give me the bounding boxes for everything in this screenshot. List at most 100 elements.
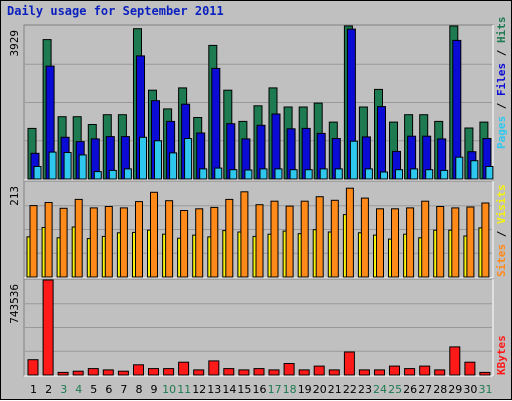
- x-axis-label: 13: [207, 383, 221, 396]
- x-axis-label: 10: [162, 383, 176, 396]
- bar-kbytes: [238, 369, 250, 376]
- x-axis-label: 15: [237, 383, 251, 396]
- panel-visits-sites: 213: [8, 180, 494, 279]
- bar-kbytes: [102, 369, 114, 376]
- bar-pages: [139, 136, 147, 180]
- bar-kbytes: [434, 369, 446, 376]
- bar-kbytes: [253, 368, 265, 376]
- x-axis-label: 18: [283, 383, 297, 396]
- bar-kbytes: [343, 351, 355, 376]
- legend-separator: /: [495, 224, 508, 244]
- bar-pages: [63, 152, 72, 180]
- x-axis-label: 22: [343, 383, 357, 396]
- bar-pages: [440, 169, 449, 180]
- bar-pages: [123, 168, 132, 180]
- x-axis-label: 29: [448, 383, 462, 396]
- bar-pages: [349, 140, 358, 180]
- bar-pages: [455, 156, 464, 180]
- x-axis-label: 27: [418, 383, 432, 396]
- legend-hits: Hits: [495, 17, 508, 44]
- bar-files: [211, 67, 221, 180]
- bar-sites: [391, 208, 399, 278]
- bar-pages: [259, 168, 268, 180]
- panel-kbytes: 743536: [8, 278, 494, 377]
- bar-pages: [199, 168, 208, 180]
- bar-kbytes: [27, 359, 39, 376]
- bar-pages: [108, 169, 117, 180]
- bar-sites: [89, 207, 98, 278]
- legend-kbytes: KBytes: [495, 335, 508, 375]
- x-axis-label: 8: [136, 383, 143, 396]
- bar-kbytes: [57, 371, 69, 376]
- x-axis-label: 31: [479, 383, 493, 396]
- y-max-tick-label: 743536: [8, 284, 21, 324]
- bar-pages: [78, 154, 87, 180]
- bar-kbytes: [328, 369, 340, 376]
- panel-hits-files-pages: 3929: [8, 24, 494, 181]
- x-axis-label: 24: [373, 383, 387, 396]
- bar-sites: [195, 208, 204, 278]
- bar-sites: [225, 198, 234, 278]
- x-axis-label: 19: [298, 383, 312, 396]
- x-axis-label: 1: [30, 383, 37, 396]
- bar-kbytes: [178, 361, 190, 376]
- bar-sites: [270, 200, 279, 278]
- bar-kbytes: [268, 369, 280, 376]
- bar-pages: [154, 140, 162, 180]
- bar-sites: [406, 207, 415, 278]
- bar-kbytes: [87, 368, 99, 376]
- bar-sites: [481, 202, 490, 278]
- bar-kbytes: [374, 369, 385, 376]
- x-axis-label: 2: [45, 383, 52, 396]
- x-axis-label: 25: [388, 383, 402, 396]
- bar-pages: [33, 166, 42, 180]
- bar-sites: [210, 206, 219, 278]
- bar-sites: [150, 191, 158, 278]
- bar-kbytes: [223, 368, 235, 376]
- y-max-tick-label: 213: [8, 186, 21, 206]
- bar-sites: [285, 205, 294, 278]
- bar-pages: [319, 168, 328, 180]
- bar-pages: [93, 171, 102, 180]
- bar-pages: [410, 168, 419, 180]
- bar-kbytes: [208, 360, 220, 376]
- x-axis-label: 3: [60, 383, 67, 396]
- x-axis-label: 30: [463, 383, 477, 396]
- x-axis-label: 28: [433, 383, 447, 396]
- bar-kbytes: [313, 365, 325, 376]
- legend-visits-sites: Sites / Visits: [495, 184, 508, 277]
- bar-pages: [169, 152, 178, 180]
- bar-kbytes: [163, 368, 175, 376]
- bar-sites: [165, 200, 174, 278]
- x-axis-label: 16: [253, 383, 267, 396]
- bar-sites: [44, 202, 53, 278]
- bar-sites: [376, 208, 384, 278]
- x-axis-label: 9: [151, 383, 158, 396]
- bar-kbytes: [358, 369, 370, 376]
- bar-sites: [255, 204, 264, 278]
- x-axis-label: 11: [177, 383, 191, 396]
- x-axis-label: 4: [75, 383, 82, 396]
- bar-kbytes: [283, 363, 295, 376]
- bar-pages: [470, 160, 479, 180]
- bar-sites: [59, 207, 68, 278]
- legend-pages: Pages: [495, 116, 508, 149]
- bar-kbytes: [449, 346, 461, 376]
- bar-kbytes: [404, 368, 416, 376]
- bar-pages: [214, 167, 223, 180]
- bar-sites: [119, 207, 128, 278]
- bar-pages: [395, 169, 403, 180]
- bar-kbytes: [72, 370, 84, 376]
- bar-kbytes: [389, 365, 400, 376]
- bar-kbytes: [419, 365, 431, 376]
- bar-sites: [345, 187, 354, 278]
- bar-pages: [274, 168, 283, 180]
- x-axis-label: 5: [90, 383, 97, 396]
- bar-kbytes: [148, 368, 159, 376]
- bar-kbytes: [193, 369, 205, 376]
- x-axis-label: 14: [222, 383, 236, 396]
- bar-sites: [300, 200, 309, 278]
- x-axis-label: 12: [192, 383, 206, 396]
- bar-sites: [330, 199, 339, 278]
